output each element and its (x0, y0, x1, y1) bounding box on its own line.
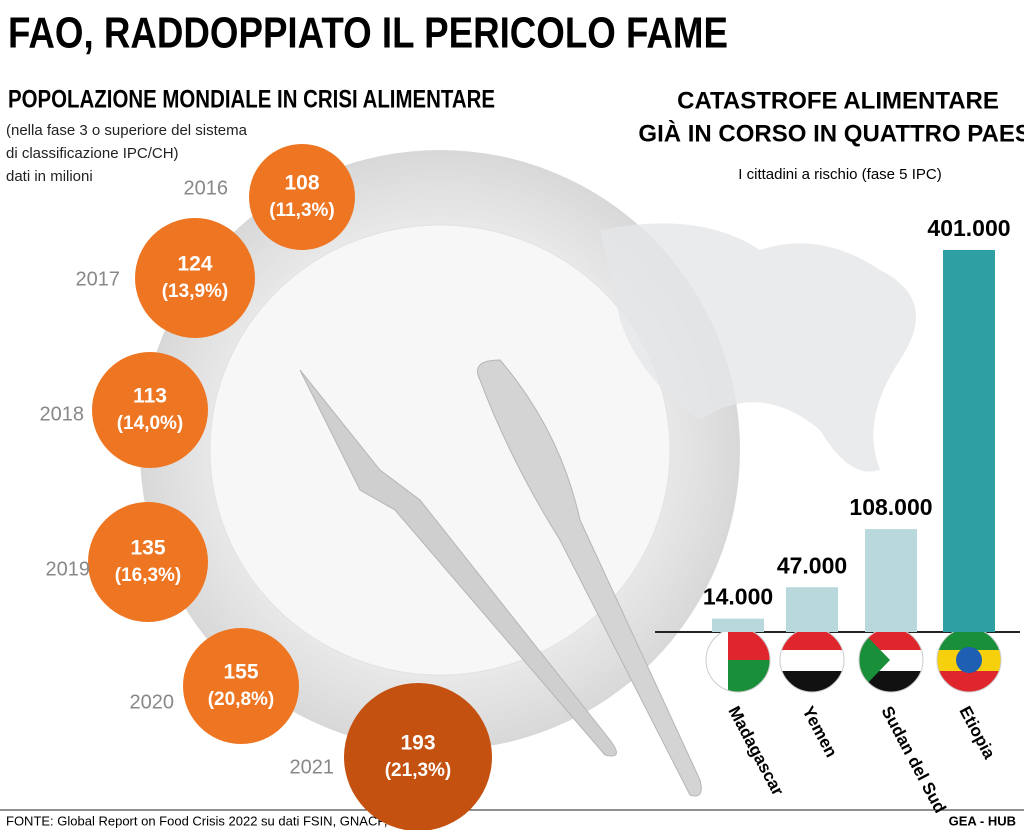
bubble (249, 144, 355, 250)
value-label: 155 (223, 661, 258, 684)
decoration (0, 150, 1024, 811)
bubble (92, 352, 208, 468)
credit: GEA - HUB (949, 813, 1016, 828)
value-label: 135 (130, 537, 165, 560)
page-title: FAO, RADDOPPIATO IL PERICOLO FAME (8, 9, 728, 58)
value-label: 47.000 (777, 552, 847, 578)
bubble (183, 628, 299, 744)
value-label: 14.000 (703, 584, 773, 610)
bar (943, 250, 995, 632)
chart-subtitle: dati in milioni (6, 168, 93, 185)
chart-subtitle: di classificazione IPC/CH) (6, 145, 179, 162)
bar (786, 587, 838, 632)
percent-label: (14,0%) (117, 413, 184, 434)
category-label: Madagascar (725, 703, 788, 799)
value-label: 113 (133, 385, 167, 408)
chart-title: CATASTROFE ALIMENTARE (677, 87, 999, 114)
value-label: 193 (400, 732, 435, 755)
bubble (344, 683, 492, 830)
flags (705, 627, 1002, 693)
chart-title: GIÀ IN CORSO IN QUATTRO PAESI (638, 119, 1024, 147)
bubble (135, 218, 255, 338)
value-label: 108.000 (849, 494, 932, 520)
year-label: 2016 (184, 177, 229, 199)
percent-label: (13,9%) (162, 281, 229, 302)
percent-label: (11,3%) (269, 200, 334, 221)
bubble (88, 502, 208, 622)
year-label: 2021 (290, 756, 335, 778)
year-label: 2019 (46, 558, 91, 580)
chart-subtitle: I cittadini a rischio (fase 5 IPC) (738, 166, 941, 183)
percent-label: (21,3%) (385, 760, 452, 781)
category-label: Yemen (799, 703, 842, 760)
bar (712, 618, 764, 632)
year-label: 2020 (130, 691, 175, 713)
chart-subtitle: (nella fase 3 o superiore del sistema (6, 122, 248, 139)
year-label: 2018 (40, 403, 85, 425)
source: FONTE: Global Report on Food Crisis 2022… (6, 813, 413, 828)
bar (865, 529, 917, 632)
percent-label: (20,8%) (208, 689, 275, 710)
value-label: 108 (284, 172, 319, 195)
category-label: Sudan del Sud (878, 703, 950, 816)
category-label: Etiopia (956, 703, 1000, 762)
value-label: 401.000 (927, 215, 1010, 241)
year-label: 2017 (76, 268, 121, 290)
chart-title: POPOLAZIONE MONDIALE IN CRISI ALIMENTARE (8, 86, 495, 114)
value-label: 124 (177, 253, 212, 276)
percent-label: (16,3%) (115, 565, 182, 586)
